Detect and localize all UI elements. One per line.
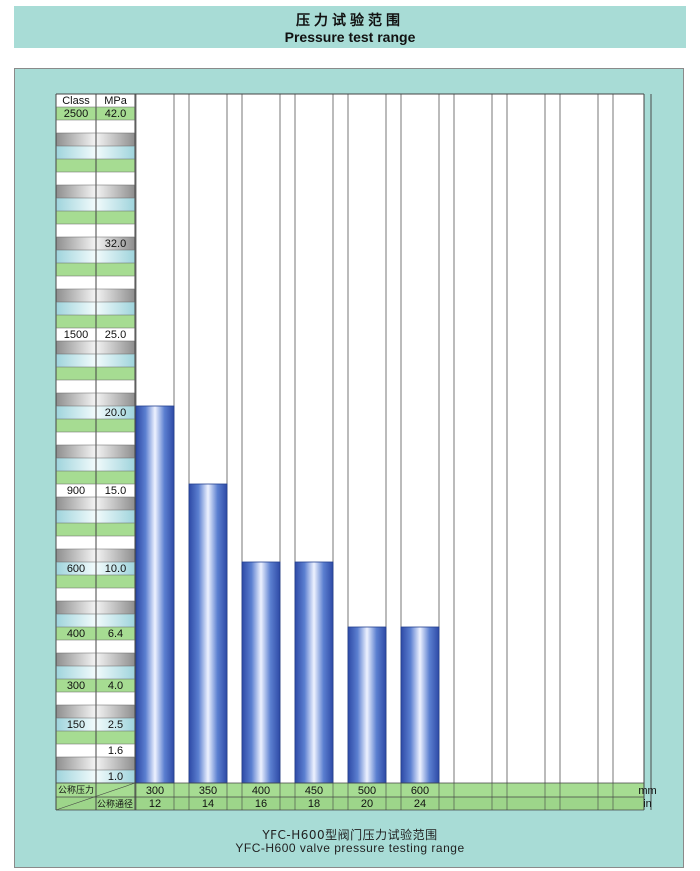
scale-mpa-label: 20.0 xyxy=(105,407,126,419)
scale-mpa-label: 42.0 xyxy=(105,108,126,120)
scale-class-label: 2500 xyxy=(64,108,88,120)
scale-class-label: 400 xyxy=(67,628,85,640)
label-nominal-diameter: 公称通径 xyxy=(97,798,133,810)
footer-diagonal xyxy=(55,782,136,811)
scale-class-label: 600 xyxy=(67,563,85,575)
tick-mm-400: 400 xyxy=(252,785,270,797)
unit-mm-label: mm xyxy=(638,785,656,797)
title-english: Pressure test range xyxy=(284,29,416,45)
scale-class-label: 900 xyxy=(67,485,85,497)
tick-mm-450: 450 xyxy=(305,785,323,797)
tick-in-16: 16 xyxy=(255,798,267,810)
tick-mm-500: 500 xyxy=(358,785,376,797)
caption-chinese: YFC-H600型阀门压力试验范围 xyxy=(262,828,438,842)
bar-350mm xyxy=(188,483,228,784)
scale-mpa-label: 6.4 xyxy=(108,628,123,640)
bar-600mm xyxy=(400,626,440,784)
scale-mpa-label: 10.0 xyxy=(105,563,126,575)
bar-500mm xyxy=(347,626,387,784)
label-nominal-pressure: 公称压力 xyxy=(58,784,94,796)
tick-in-20: 20 xyxy=(361,798,373,810)
scale-mpa-label: 1.6 xyxy=(108,745,123,757)
unit-in-label: in xyxy=(643,798,652,810)
bar-450mm xyxy=(294,561,334,784)
tick-mm-300: 300 xyxy=(146,785,164,797)
tick-mm-350: 350 xyxy=(199,785,217,797)
bar-300mm xyxy=(135,405,175,784)
title-bar: 压力试验范围 Pressure test range xyxy=(14,6,686,48)
scale-mpa-label: 1.0 xyxy=(108,771,123,783)
tick-in-24: 24 xyxy=(414,798,426,810)
pressure-chart: Class MPa 2500 42.0 32.0 1500 25.0 20.0 900 15.0 6… xyxy=(55,93,657,811)
scale-class-label: 150 xyxy=(67,719,85,731)
title-chinese: 压力试验范围 xyxy=(296,13,404,29)
scale-mpa-label: 2.5 xyxy=(108,719,123,731)
caption-english: YFC-H600 valve pressure testing range xyxy=(235,841,465,855)
scale-mpa-label: 4.0 xyxy=(108,680,123,692)
header-class-label: Class xyxy=(62,95,90,107)
scale-class-label: 300 xyxy=(67,680,85,692)
header-mpa-label: MPa xyxy=(104,95,128,107)
scale-class-label: 1500 xyxy=(64,329,88,341)
tick-mm-600: 600 xyxy=(411,785,429,797)
scale-mpa-label: 25.0 xyxy=(105,329,126,341)
tick-in-14: 14 xyxy=(202,798,214,810)
chart-panel: Class MPa 2500 42.0 32.0 1500 25.0 20.0 900 15.0 6… xyxy=(14,68,684,868)
bar-400mm xyxy=(241,561,281,784)
tick-in-18: 18 xyxy=(308,798,320,810)
scale-mpa-label: 15.0 xyxy=(105,485,126,497)
tick-in-12: 12 xyxy=(149,798,161,810)
scale-mpa-label: 32.0 xyxy=(105,238,126,250)
footer-row-in xyxy=(56,797,644,810)
